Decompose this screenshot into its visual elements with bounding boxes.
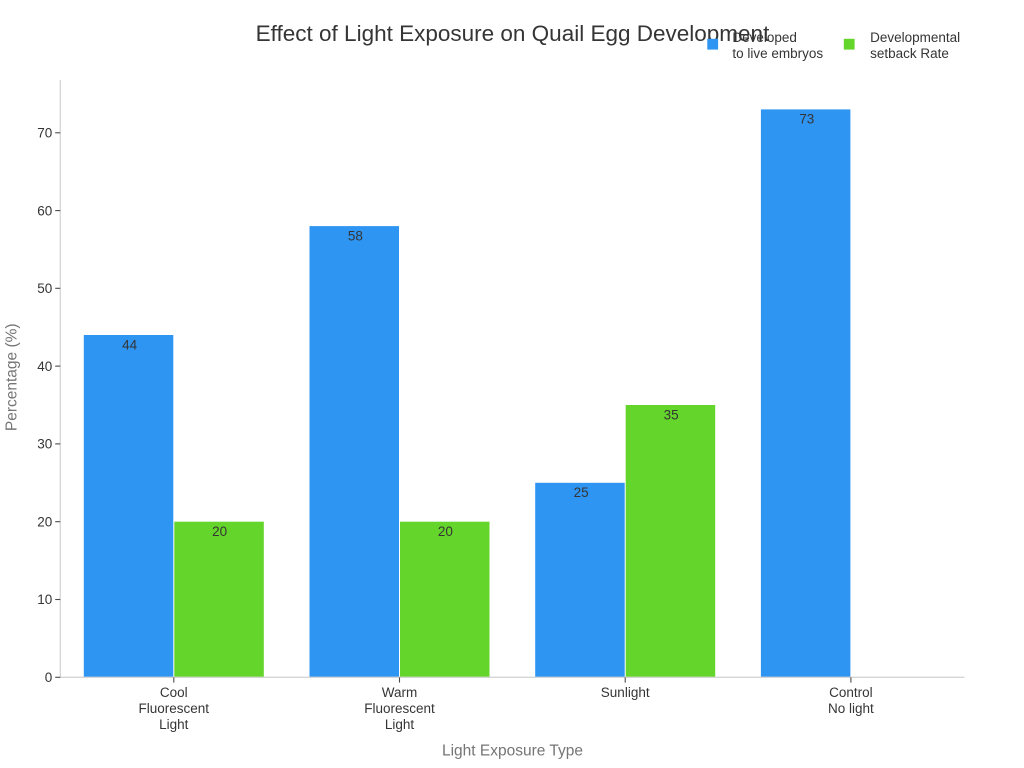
svg-text:Light Exposure Type: Light Exposure Type (442, 743, 583, 760)
svg-text:Cool: Cool (160, 685, 188, 700)
svg-text:Light: Light (159, 717, 189, 732)
svg-text:Developed: Developed (732, 30, 797, 45)
svg-text:Control: Control (829, 685, 873, 700)
svg-text:No light: No light (828, 701, 874, 716)
svg-text:0: 0 (45, 670, 53, 685)
svg-text:35: 35 (664, 407, 679, 422)
svg-text:60: 60 (37, 203, 52, 218)
svg-text:Sunlight: Sunlight (601, 685, 650, 700)
svg-text:73: 73 (799, 112, 814, 127)
svg-text:20: 20 (438, 524, 453, 539)
svg-text:40: 40 (37, 359, 52, 374)
svg-text:Effect of Light Exposure on Qu: Effect of Light Exposure on Quail Egg De… (256, 21, 770, 46)
svg-text:44: 44 (122, 337, 138, 352)
svg-text:Light: Light (385, 717, 415, 732)
svg-text:30: 30 (37, 437, 52, 452)
svg-text:20: 20 (212, 524, 227, 539)
svg-text:58: 58 (348, 228, 363, 243)
svg-text:to live embryos: to live embryos (732, 46, 823, 61)
svg-text:70: 70 (37, 126, 52, 141)
svg-text:10: 10 (37, 592, 52, 607)
svg-text:Developmental: Developmental (870, 30, 960, 45)
svg-text:Fluorescent: Fluorescent (364, 701, 435, 716)
svg-text:25: 25 (574, 485, 589, 500)
svg-text:20: 20 (37, 514, 52, 529)
svg-text:50: 50 (37, 281, 52, 296)
svg-text:Warm: Warm (382, 685, 418, 700)
svg-text:Percentage (%): Percentage (%) (4, 323, 21, 431)
svg-text:Fluorescent: Fluorescent (139, 701, 210, 716)
svg-text:setback Rate: setback Rate (870, 46, 949, 61)
